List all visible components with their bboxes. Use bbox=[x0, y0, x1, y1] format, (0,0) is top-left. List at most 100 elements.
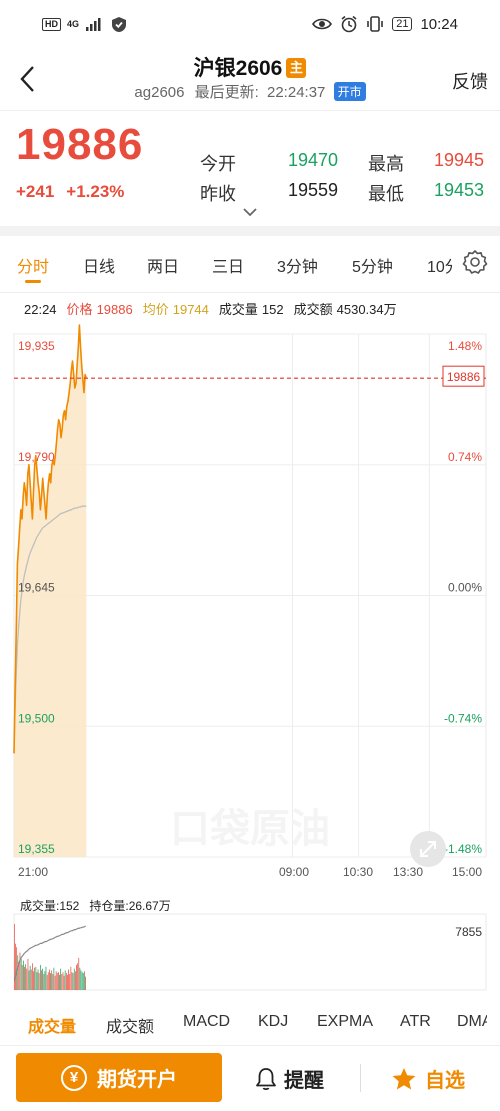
open-account-button[interactable]: ¥ 期货开户 bbox=[16, 1053, 222, 1102]
volume-bar bbox=[37, 969, 39, 990]
volume-chart[interactable]: 7855 bbox=[0, 912, 500, 994]
intraday-chart[interactable]: 口袋原油 19,935 19,790 19,645 19,500 19,355 1.48%… bbox=[0, 322, 500, 892]
volume-bar bbox=[51, 970, 53, 990]
bottom-action-bar: ¥ 期货开户 提醒 自选 bbox=[0, 1045, 500, 1111]
y-tick-label: 19,355 bbox=[18, 842, 55, 856]
quote-panel: 19886 +241 +1.23% 今开 19470 最高 19945 昨收 19… bbox=[0, 112, 500, 227]
volume-bar bbox=[23, 960, 24, 990]
hd-icon: HD bbox=[42, 17, 61, 31]
cursor-info-line: 22:24 价格 19886 均价 19744 成交量 152 成交额 4530.34万 bbox=[24, 299, 407, 318]
x-tick-label: 15:00 bbox=[452, 865, 482, 879]
price-change-pct: +1.23% bbox=[66, 182, 125, 201]
tab-two-day[interactable]: 两日 bbox=[147, 259, 180, 276]
page-title: 沪银2606 bbox=[193, 57, 283, 80]
volume-label: 成交量:152 bbox=[20, 899, 80, 913]
expand-chevron-icon[interactable] bbox=[242, 205, 258, 219]
yen-icon: ¥ bbox=[61, 1064, 87, 1091]
last-price: 19886 bbox=[16, 120, 144, 169]
y-tick-label: 19,645 bbox=[18, 581, 55, 595]
x-tick-label: 10:30 bbox=[343, 865, 373, 879]
settings-gear-icon[interactable] bbox=[462, 249, 488, 275]
volume-bar bbox=[41, 970, 42, 990]
volume-bar bbox=[21, 965, 23, 990]
volume-bar bbox=[85, 976, 86, 990]
open-account-label: 期货开户 bbox=[97, 1069, 177, 1091]
volume-bar bbox=[17, 955, 19, 990]
open-interest-label: 持仓量:26.67万 bbox=[89, 899, 171, 913]
y-tick-label: 19,790 bbox=[18, 450, 55, 464]
low-value: 19453 bbox=[433, 180, 484, 200]
volume-bar bbox=[26, 968, 28, 990]
volume-bar bbox=[73, 968, 75, 990]
tab-daily[interactable]: 日线 bbox=[83, 259, 116, 276]
volume-bar bbox=[54, 975, 56, 990]
volume-bar bbox=[84, 971, 85, 990]
market-open-badge: 开市 bbox=[333, 82, 366, 101]
volume-bar bbox=[62, 972, 64, 990]
bell-icon bbox=[256, 1067, 276, 1090]
volume-bar bbox=[81, 972, 83, 990]
info-price-label: 价格 bbox=[66, 302, 93, 317]
favorite-button[interactable]: 自选 bbox=[391, 1064, 465, 1093]
volume-bar bbox=[77, 963, 79, 990]
indicator-tabs: 成交量 成交额 MACD KDJ EXPMA ATR DMA bbox=[0, 1005, 487, 1041]
info-amount-label: 成交额 bbox=[293, 302, 333, 317]
tab-intraday[interactable]: 分时 bbox=[17, 259, 50, 276]
volume-bar bbox=[68, 969, 69, 990]
ind-tab-amount[interactable]: 成交额 bbox=[106, 1019, 155, 1036]
divider bbox=[0, 292, 500, 293]
volume-frame bbox=[13, 913, 487, 991]
price-line bbox=[13, 324, 88, 754]
current-price-tag: 19886 bbox=[447, 370, 481, 384]
volume-bar bbox=[67, 974, 68, 990]
volume-bar bbox=[58, 972, 59, 990]
tab-three-day[interactable]: 三日 bbox=[212, 259, 245, 276]
volume-bar bbox=[38, 973, 40, 990]
expand-chart-button[interactable] bbox=[410, 831, 446, 867]
ind-tab-kdj[interactable]: KDJ bbox=[258, 1013, 289, 1030]
shield-icon bbox=[112, 16, 127, 32]
volume-bar bbox=[44, 971, 46, 990]
period-tabs: 分时 日线 两日 三日 3分钟 5分钟 10分钟 bbox=[0, 236, 500, 292]
info-volume-label: 成交量 bbox=[218, 302, 258, 317]
chart-grid bbox=[13, 333, 487, 858]
volume-bar bbox=[66, 973, 67, 990]
tab-10min[interactable]: 10分钟 bbox=[427, 259, 452, 276]
info-avg-label: 均价 bbox=[142, 302, 169, 317]
volume-bar bbox=[49, 969, 50, 990]
volume-bar bbox=[40, 965, 41, 990]
back-button[interactable] bbox=[14, 64, 40, 94]
ind-tab-dma[interactable]: DMA bbox=[457, 1013, 487, 1030]
info-avg: 均价 19744 bbox=[143, 302, 209, 317]
star-icon bbox=[392, 1067, 416, 1089]
tab-3min[interactable]: 3分钟 bbox=[277, 259, 318, 276]
ind-tab-expma[interactable]: EXPMA bbox=[317, 1013, 374, 1030]
volume-max-label: 7855 bbox=[455, 925, 482, 939]
subtitle-row: ag2606 最后更新: 22:24:37 开市 bbox=[0, 81, 500, 102]
volume-bar bbox=[32, 963, 33, 990]
ind-tab-macd[interactable]: MACD bbox=[183, 1013, 231, 1030]
volume-info: 成交量:152 持仓量:26.67万 bbox=[20, 897, 171, 914]
volume-bar bbox=[47, 972, 49, 990]
volume-bar bbox=[20, 957, 22, 990]
remind-button[interactable]: 提醒 bbox=[254, 1064, 324, 1093]
tab-5min[interactable]: 5分钟 bbox=[352, 259, 393, 276]
volume-bar bbox=[29, 965, 31, 990]
chart-axis-labels: 19,935 19,790 19,645 19,500 19,355 1.48% 0.74%… bbox=[18, 339, 485, 879]
ind-tab-atr[interactable]: ATR bbox=[400, 1013, 431, 1030]
volume-bar bbox=[69, 974, 71, 990]
pct-tick-label: 0.00% bbox=[448, 581, 482, 595]
feedback-button[interactable]: 反馈 bbox=[452, 72, 488, 92]
main-contract-badge: 主 bbox=[286, 58, 307, 78]
volume-bar bbox=[64, 970, 66, 990]
volume-bar bbox=[30, 969, 32, 990]
alarm-icon bbox=[341, 15, 357, 33]
ind-tab-volume[interactable]: 成交量 bbox=[28, 1019, 77, 1036]
volume-grid bbox=[13, 913, 487, 991]
volume-bar bbox=[36, 972, 38, 990]
volume-bar bbox=[46, 974, 48, 990]
volume-bar bbox=[53, 967, 55, 990]
volume-bar bbox=[78, 957, 80, 990]
volume-bar bbox=[14, 924, 15, 990]
x-tick-label: 09:00 bbox=[279, 865, 309, 879]
